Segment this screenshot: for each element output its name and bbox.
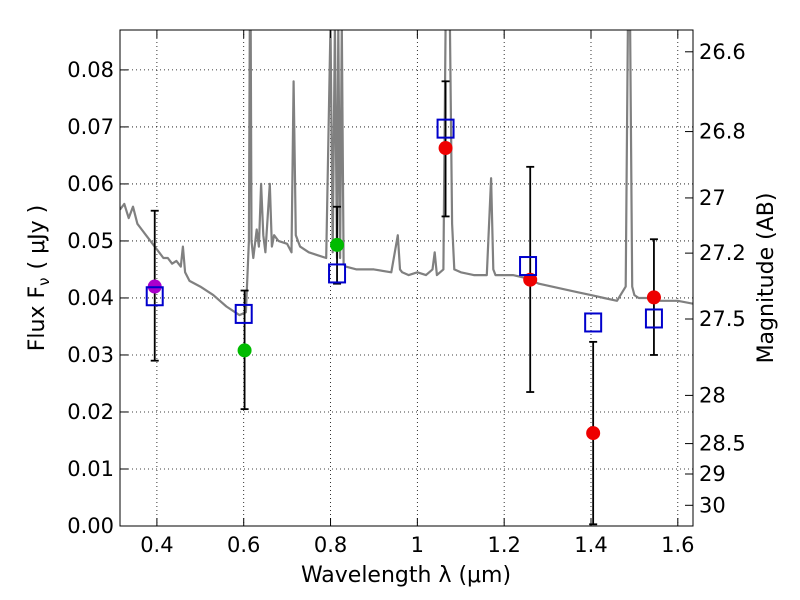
- y2-tick-label: 28.5: [699, 432, 746, 456]
- observed-points-layer: [147, 141, 661, 441]
- observed-point: [330, 237, 345, 252]
- y2-tick-label: 26.6: [699, 40, 746, 64]
- model-point: [436, 118, 455, 139]
- tick-marks: 0.4 0.6 0.8 1 1.2 1.4 1.6 0.00 0.01 0.02 0.03 0.04 0…: [67, 30, 746, 557]
- y-tick-label: 0.08: [67, 58, 114, 82]
- model-point: [584, 312, 603, 333]
- model-point: [644, 308, 663, 329]
- x-axis-label: Wavelength λ (μm): [301, 563, 511, 588]
- y2-tick-label: 27.5: [699, 307, 746, 331]
- sed-model-layer: [120, 30, 693, 317]
- x-tick-label: 0.8: [314, 533, 347, 557]
- model-point: [328, 263, 347, 284]
- y2-axis-label: Magnitude (AB): [754, 193, 779, 364]
- model-point: [145, 286, 164, 307]
- y-tick-label: 0.00: [67, 514, 114, 538]
- y2-tick-label: 27.2: [699, 241, 746, 265]
- x-tick-label: 0.4: [140, 533, 173, 557]
- y-tick-label: 0.05: [67, 229, 114, 253]
- observed-point: [438, 141, 453, 156]
- x-tick-label: 1.4: [574, 533, 607, 557]
- y-tick-label: 0.06: [67, 172, 114, 196]
- sed-model-line: [120, 30, 693, 317]
- y2-tick-label: 27: [699, 186, 726, 210]
- y-tick-label: 0.01: [67, 457, 114, 481]
- y-axis-label-sub: ν: [35, 277, 53, 285]
- y-axis-label-main: Flux F: [25, 286, 50, 351]
- svg-text:Flux Fν( μJy ): Flux Fν ( μJy ): [25, 205, 53, 351]
- model-point: [519, 256, 538, 277]
- x-tick-label: 1.2: [487, 533, 520, 557]
- y2-tick-label: 30: [699, 493, 726, 517]
- y2-tick-label: 26.8: [699, 120, 746, 144]
- y-tick-label: 0.03: [67, 343, 114, 367]
- y2-tick-label: 28: [699, 383, 726, 407]
- model-point: [234, 303, 253, 324]
- observed-point: [586, 426, 601, 441]
- model-points-layer: [145, 118, 663, 333]
- grid-lines: [120, 30, 693, 527]
- y-tick-label: 0.02: [67, 400, 114, 424]
- y2-tick-label: 29: [699, 462, 726, 486]
- plot-frame: [119, 29, 694, 527]
- y-axis-label: Flux Fν ( μJy ): [25, 205, 53, 351]
- observed-point: [237, 343, 252, 358]
- x-tick-label: 1: [411, 533, 424, 557]
- observed-point: [646, 290, 661, 305]
- x-tick-label: 0.6: [227, 533, 260, 557]
- observed-point: [523, 272, 538, 287]
- x-tick-label: 1.6: [661, 533, 694, 557]
- y-tick-label: 0.04: [67, 286, 114, 310]
- y-axis-label-unit: ( μJy ): [25, 205, 50, 270]
- y-tick-label: 0.07: [67, 115, 114, 139]
- error-bars-layer: [150, 80, 658, 526]
